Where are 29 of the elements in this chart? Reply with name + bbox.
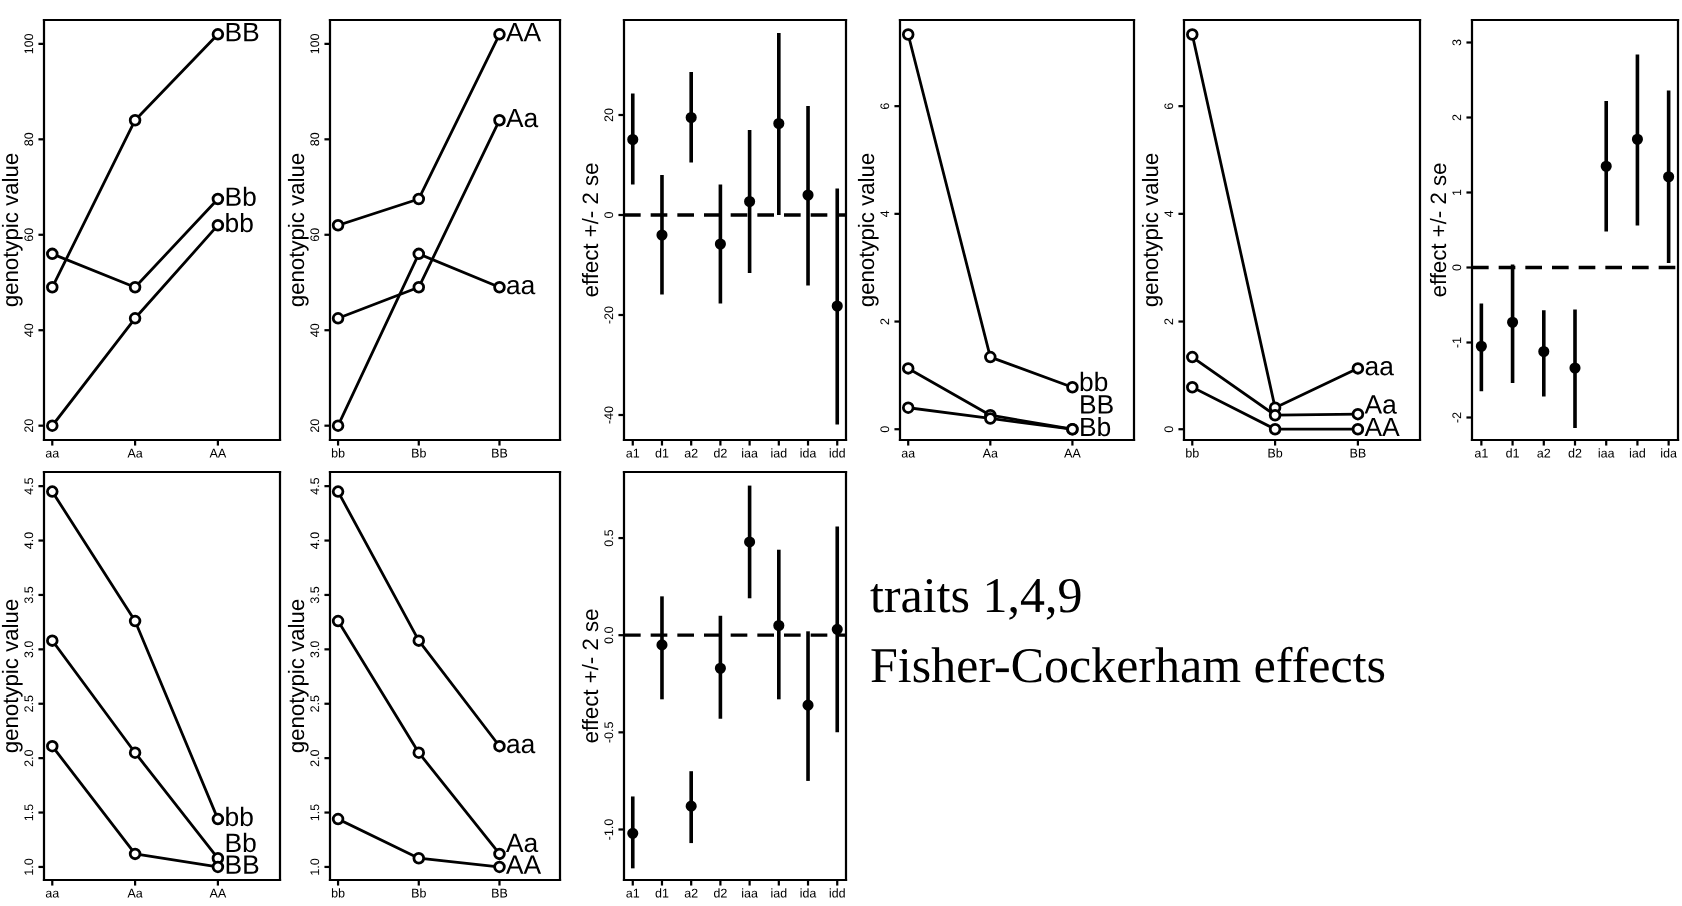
text: traits 1,4,9 [870, 578, 1081, 620]
series-label: aa [507, 279, 536, 295]
y-axis-title: genotypic value [287, 599, 309, 753]
y-axis-title: effect +/- 2 se [1429, 163, 1447, 297]
y-axis-title: effect +/- 2 se [581, 609, 599, 743]
series-label: bb [226, 806, 253, 827]
series-label: AA [505, 22, 542, 42]
series-label: aa [507, 738, 536, 754]
y-axis-title: effect +/- 2 se [581, 163, 599, 297]
y-axis-title: genotypic value [287, 153, 309, 307]
y-axis-title: genotypic value [1, 599, 23, 753]
series-label: BB [226, 22, 259, 42]
y-axis-title: genotypic value [1141, 153, 1163, 307]
series-label: Aa [1364, 395, 1397, 414]
y-axis-title: genotypic value [1, 153, 23, 307]
series-label: AA [505, 855, 542, 874]
series-label: BB [226, 855, 259, 874]
series-label: bb [226, 212, 253, 233]
series-label: Bb [226, 832, 256, 853]
y-axis-title: genotypic value [857, 153, 879, 307]
series-label: Bb [1081, 416, 1111, 437]
series-label: Aa [505, 108, 539, 128]
series-label: BB [1081, 395, 1113, 414]
series-label: AA [1364, 417, 1400, 437]
series-label: Bb [226, 186, 256, 207]
series-label: bb [1080, 371, 1108, 392]
text: Fisher-Cockerham effects [871, 646, 1385, 683]
series-label: aa [1365, 361, 1394, 376]
series-label: Aa [505, 833, 539, 853]
